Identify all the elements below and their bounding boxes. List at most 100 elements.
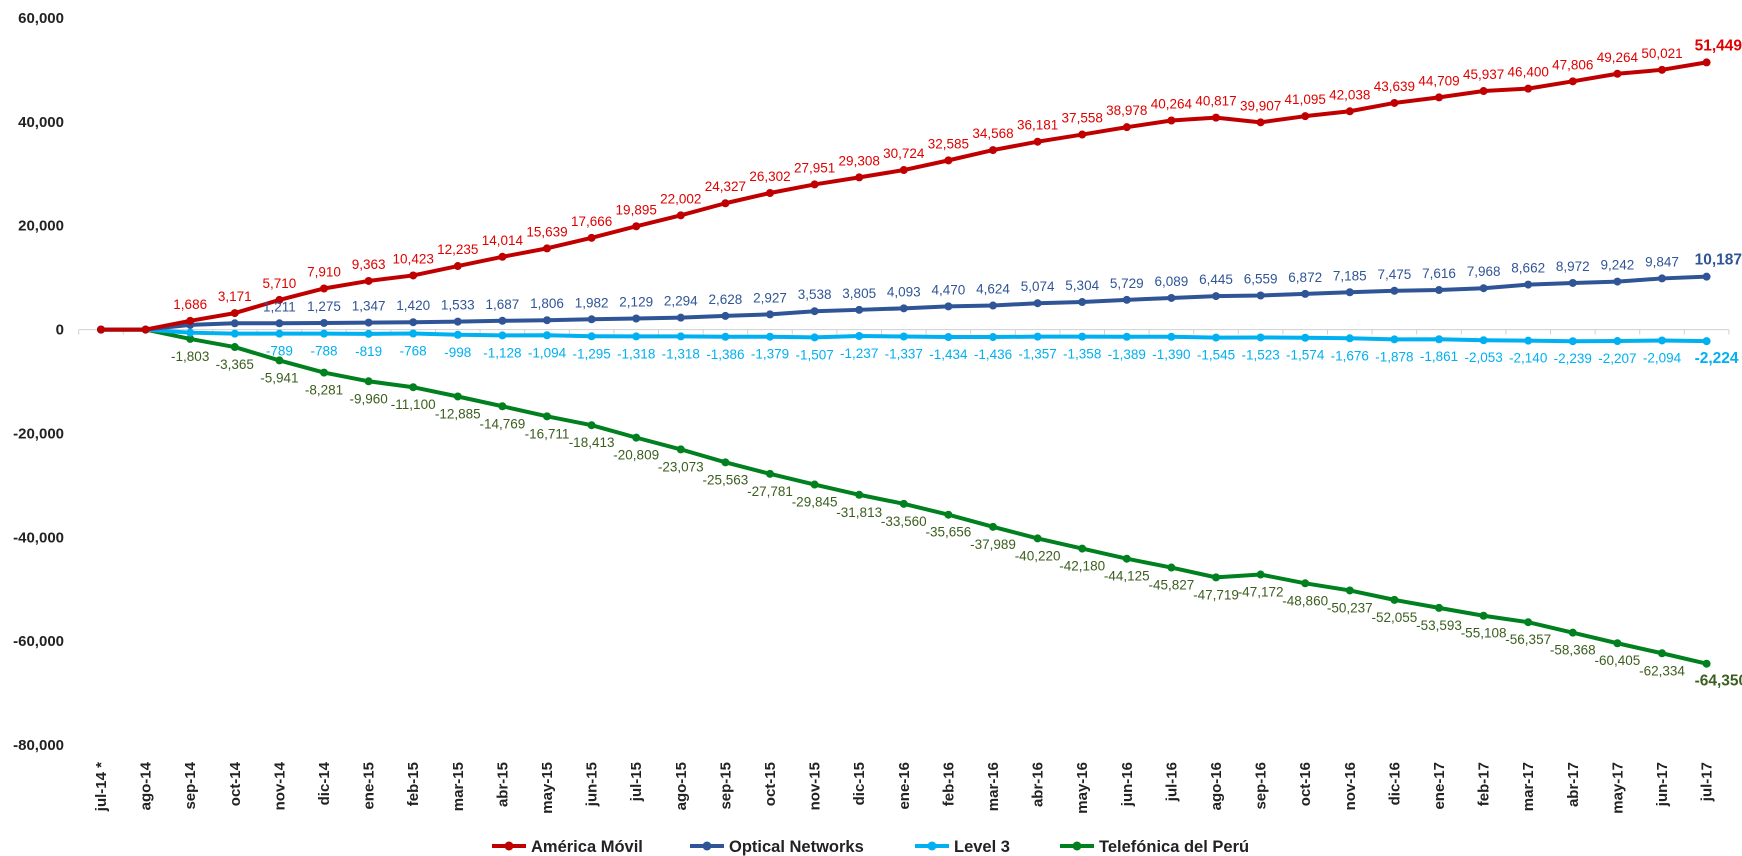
data-label-level-3: -2,140 [1509, 351, 1547, 366]
legend-swatch-marker [927, 841, 937, 851]
data-point-america-movil [1345, 107, 1354, 116]
y-tick-label: -40,000 [13, 529, 64, 546]
data-label-america-movil: 45,937 [1463, 67, 1504, 82]
data-label-optical-networks: 1,687 [486, 297, 520, 312]
legend-swatch-marker [504, 841, 514, 851]
data-label-level-3: -1,318 [617, 346, 655, 361]
data-label-telefonica-del-peru: -31,813 [836, 505, 882, 520]
data-point-america-movil [855, 173, 864, 182]
data-label-america-movil: 12,235 [437, 242, 478, 257]
data-point-telefonica-del-peru [989, 522, 997, 531]
data-point-telefonica-del-peru [1435, 603, 1443, 612]
x-tick-label: mar-17 [1520, 762, 1537, 811]
series-line-telefonica-del-peru [99, 327, 1709, 666]
data-point-telefonica-del-peru [855, 490, 864, 499]
data-label-telefonica-del-peru: -62,334 [1639, 663, 1685, 678]
x-tick-label: jun-15 [584, 762, 601, 807]
x-tick-label: jul-16 [1163, 762, 1180, 802]
data-point-level-3 [1479, 336, 1488, 345]
data-point-telefonica-del-peru [364, 377, 373, 386]
data-label-optical-networks: 7,185 [1333, 268, 1367, 283]
data-point-optical-networks [810, 307, 819, 316]
data-label-level-3: -2,094 [1643, 350, 1682, 365]
data-point-optical-networks [1568, 278, 1577, 287]
data-point-telefonica-del-peru [453, 392, 462, 401]
data-point-telefonica-del-peru [1078, 544, 1087, 553]
data-point-optical-networks [1524, 280, 1533, 289]
y-axis-ticks: 60,000 40,000 20,000 0 -20,000 -40,000 -60,000… [13, 10, 64, 754]
x-tick-label: sep-16 [1253, 762, 1270, 810]
data-point-telefonica-del-peru [1613, 639, 1622, 648]
data-point-telefonica-del-peru [1301, 579, 1310, 588]
data-point-level-3 [587, 332, 596, 341]
data-point-america-movil [498, 252, 507, 261]
x-tick-label: abr-16 [1030, 762, 1047, 807]
data-label-optical-networks: 5,304 [1065, 278, 1099, 293]
data-point-level-3 [1390, 335, 1399, 344]
data-label-optical-networks: 2,628 [709, 292, 743, 307]
x-tick-label: may-17 [1609, 762, 1626, 814]
data-point-optical-networks [1122, 295, 1131, 304]
x-tick-label: abr-15 [494, 762, 511, 807]
data-point-level-3 [1568, 337, 1577, 346]
data-label-optical-networks: 6,445 [1199, 272, 1233, 287]
data-point-optical-networks [632, 314, 641, 323]
data-point-telefonica-del-peru [1345, 586, 1354, 595]
data-label-telefonica-del-peru: -60,405 [1595, 653, 1641, 668]
data-point-level-3 [1167, 332, 1176, 341]
data-point-america-movil [1702, 58, 1711, 67]
data-label-level-3: -2,053 [1464, 350, 1502, 365]
data-point-telefonica-del-peru [1122, 554, 1131, 563]
x-tick-label: jul-17 [1699, 762, 1716, 802]
x-tick-label: nov-15 [807, 762, 824, 810]
x-tick-label: may-16 [1074, 762, 1091, 814]
y-tick-label: 0 [56, 322, 64, 339]
x-tick-label: jul-15 [628, 762, 645, 802]
data-point-america-movil [97, 325, 105, 334]
data-label-optical-networks: 4,470 [932, 282, 966, 297]
x-tick-label: oct-16 [1297, 762, 1314, 806]
data-point-america-movil [810, 180, 819, 189]
data-label-america-movil: 47,806 [1552, 57, 1593, 72]
data-label-telefonica-del-peru: -37,989 [970, 537, 1016, 552]
series-lines [97, 58, 1711, 668]
data-point-optical-networks [1212, 292, 1220, 301]
data-label-optical-networks: 6,089 [1155, 274, 1189, 289]
data-point-america-movil [1613, 69, 1622, 78]
x-tick-label: sep-15 [717, 762, 734, 810]
data-label-telefonica-del-peru: -56,357 [1505, 632, 1551, 647]
data-point-optical-networks [587, 315, 596, 324]
data-point-america-movil [1435, 93, 1443, 102]
data-label-level-3: -1,295 [572, 346, 610, 361]
data-label-america-movil: 26,302 [749, 169, 790, 184]
legend-label-telefonica-del-peru: Telefónica del Perú [1099, 838, 1249, 856]
data-label-optical-networks: 7,475 [1378, 267, 1412, 282]
data-label-america-movil: 3,171 [218, 289, 252, 304]
data-label-america-movil: 43,639 [1374, 79, 1415, 94]
data-label-optical-networks: 1,420 [396, 298, 430, 313]
data-label-optical-networks: 2,294 [664, 294, 698, 309]
data-point-level-3 [275, 329, 284, 338]
data-point-level-3 [1345, 334, 1354, 343]
x-tick-label: feb-15 [405, 762, 422, 806]
x-tick-label: ago-14 [138, 761, 155, 810]
data-point-telefonica-del-peru [676, 445, 685, 454]
data-point-america-movil [141, 325, 150, 334]
data-label-telefonica-del-peru: -16,711 [525, 426, 570, 441]
data-point-telefonica-del-peru [721, 458, 730, 467]
data-label-optical-networks: 1,275 [307, 299, 341, 314]
data-label-optical-networks: 9,847 [1645, 254, 1679, 269]
data-point-optical-networks [989, 301, 997, 310]
data-label-telefonica-del-peru: -40,220 [1015, 548, 1061, 563]
data-point-telefonica-del-peru [186, 334, 195, 343]
data-point-level-3 [766, 332, 774, 341]
data-point-level-3 [721, 332, 730, 341]
data-point-america-movil [1212, 113, 1220, 122]
data-point-level-3 [320, 329, 328, 338]
data-point-america-movil [587, 233, 596, 242]
legend-label-america-movil: América Móvil [531, 838, 643, 856]
data-point-telefonica-del-peru [275, 356, 284, 365]
data-label-america-movil: 1,686 [173, 297, 207, 312]
data-label-level-3: -788 [310, 344, 337, 359]
data-point-level-3 [498, 331, 507, 340]
